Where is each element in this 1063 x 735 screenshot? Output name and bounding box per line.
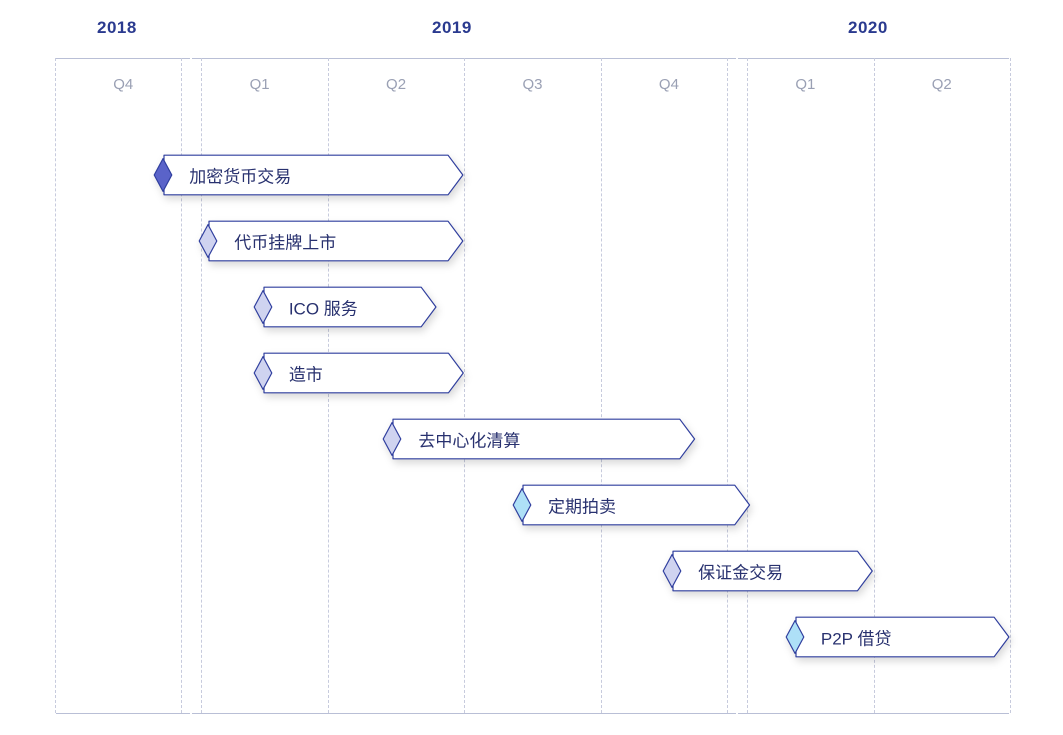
grid-vline	[727, 58, 728, 713]
grid-hline	[192, 713, 736, 714]
quarter-label: Q1	[230, 76, 290, 93]
roadmap-bar: 保证金交易	[662, 550, 873, 592]
roadmap-bar-label: P2P 借贷	[821, 625, 892, 650]
roadmap-bar: 代币挂牌上市	[198, 220, 464, 262]
quarter-label: Q3	[503, 76, 563, 93]
roadmap-gantt-chart: 2018 2019 2020 Q4 Q1 Q2 Q3 Q4 Q1 Q2 加密货币交易 代币挂牌上市…	[0, 0, 1063, 735]
grid-vline	[874, 58, 875, 713]
grid-hline	[56, 713, 190, 714]
roadmap-bar: 定期拍卖	[512, 484, 751, 526]
quarter-label: Q4	[93, 76, 153, 93]
diamond-icon	[662, 550, 682, 592]
roadmap-bar-label: 去中心化清算	[418, 427, 520, 452]
year-label: 2019	[432, 18, 472, 38]
roadmap-bar-label: 造市	[289, 361, 323, 386]
quarter-label: Q2	[912, 76, 972, 93]
grid-vline	[55, 58, 56, 713]
diamond-icon	[382, 418, 402, 460]
grid-vline	[1010, 58, 1011, 713]
roadmap-bar: P2P 借贷	[785, 616, 1010, 658]
diamond-icon	[253, 352, 273, 394]
roadmap-bar: ICO 服务	[253, 286, 437, 328]
roadmap-bar-label: 代币挂牌上市	[234, 229, 336, 254]
diamond-icon	[785, 616, 805, 658]
roadmap-bar-label: 保证金交易	[698, 559, 783, 584]
quarter-label: Q1	[775, 76, 835, 93]
grid-vline	[747, 58, 748, 713]
roadmap-bar-label: 定期拍卖	[548, 493, 616, 518]
roadmap-bar: 加密货币交易	[153, 154, 464, 196]
roadmap-bar-label: ICO 服务	[289, 295, 358, 320]
quarter-label: Q4	[639, 76, 699, 93]
year-label: 2018	[97, 18, 137, 38]
grid-vline	[601, 58, 602, 713]
quarter-label: Q2	[366, 76, 426, 93]
roadmap-bar: 造市	[253, 352, 464, 394]
diamond-icon	[198, 220, 218, 262]
diamond-icon	[512, 484, 532, 526]
roadmap-bar: 去中心化清算	[382, 418, 696, 460]
diamond-icon	[253, 286, 273, 328]
diamond-icon	[153, 154, 173, 196]
grid-vline	[464, 58, 465, 713]
grid-hline	[738, 713, 1009, 714]
year-label: 2020	[848, 18, 888, 38]
roadmap-bar-label: 加密货币交易	[189, 163, 291, 188]
grid-hline	[56, 58, 190, 59]
